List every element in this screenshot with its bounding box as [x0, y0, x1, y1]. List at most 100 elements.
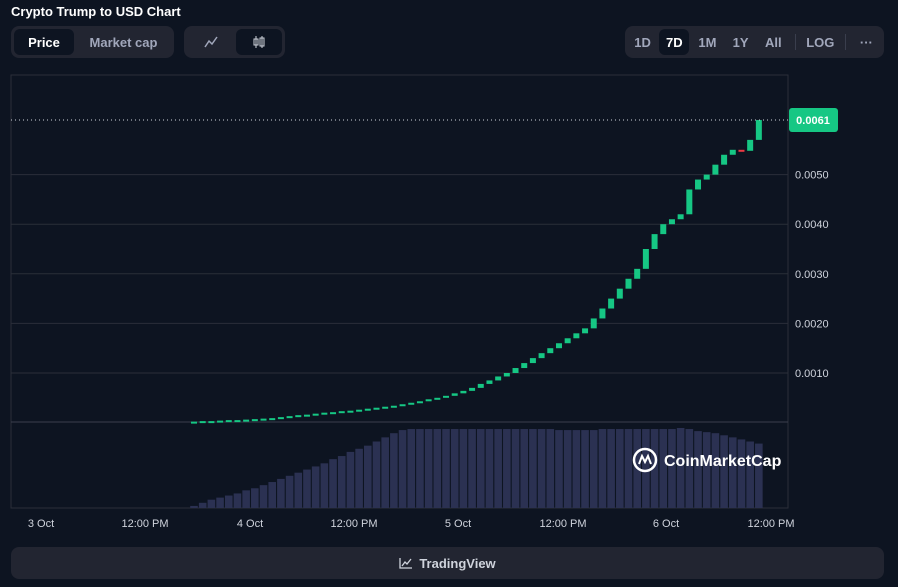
candle — [434, 397, 441, 400]
volume-bar — [303, 469, 311, 508]
volume-bar — [468, 429, 476, 508]
candle — [625, 278, 632, 289]
volume-bar — [676, 428, 685, 508]
candle — [330, 412, 337, 415]
volume-bar — [563, 430, 572, 508]
chart-icon — [399, 558, 413, 569]
range-all[interactable]: All — [764, 34, 782, 50]
volume-bar — [728, 437, 737, 508]
volume-bar — [216, 497, 224, 508]
candle — [755, 120, 762, 140]
candle — [321, 412, 328, 415]
volume-bar — [242, 490, 250, 508]
candle — [668, 219, 675, 225]
candle — [356, 409, 363, 412]
range-7d[interactable]: 7D — [659, 29, 690, 55]
volume-bar — [737, 439, 746, 508]
volume-bar — [329, 459, 337, 508]
candle — [260, 418, 267, 421]
candle — [738, 149, 745, 152]
volume-bar — [224, 495, 233, 508]
candle — [747, 139, 754, 151]
candle — [425, 399, 432, 402]
volume-bar — [685, 429, 694, 508]
y-tick-label: 0.0030 — [795, 269, 829, 281]
volume-bar — [572, 430, 581, 508]
candle — [608, 298, 615, 309]
volume-bar — [624, 429, 633, 508]
volume-bar — [520, 429, 529, 508]
volume-bar — [616, 429, 624, 508]
tradingview-label: TradingView — [419, 555, 496, 571]
candle — [729, 149, 736, 155]
metric-toggle: Price Market cap — [11, 26, 174, 58]
volume-bar — [607, 429, 615, 508]
candle — [660, 224, 667, 235]
divider — [844, 34, 846, 50]
candle — [547, 348, 554, 354]
y-tick-label: 0.0020 — [795, 318, 829, 330]
volume-bar — [755, 443, 763, 508]
line-chart-button[interactable] — [187, 29, 234, 55]
x-tick-label: 12:00 PM — [121, 518, 168, 530]
volume-bar — [694, 431, 702, 508]
volume-bar — [320, 463, 329, 508]
price-chart[interactable]: 0.0050 0.0040 0.0030 0.0020 0.0010 3 Oct 12:00… — [0, 70, 898, 540]
volume-bar — [668, 429, 676, 508]
candle — [651, 234, 658, 249]
candle — [642, 249, 649, 269]
volume-bar — [511, 429, 520, 508]
volume-bar — [251, 488, 259, 508]
x-tick-label: 12:00 PM — [330, 518, 377, 530]
divider — [794, 34, 796, 50]
candle — [338, 411, 345, 414]
candle — [703, 174, 710, 180]
more-button[interactable]: ··· — [859, 34, 873, 50]
current-price-badge — [789, 108, 838, 133]
candle — [364, 408, 371, 411]
candle — [286, 416, 293, 419]
volume-bar — [598, 429, 607, 508]
range-1m[interactable]: 1M — [698, 34, 717, 50]
candle — [477, 383, 484, 388]
volume-bar — [233, 493, 242, 508]
x-tick-label: 12:00 PM — [539, 518, 586, 530]
x-tick-label: 5 Oct — [445, 518, 471, 530]
log-button[interactable]: LOG — [806, 34, 835, 50]
volume-bar — [268, 482, 277, 508]
x-tick-label: 4 Oct — [237, 518, 263, 530]
volume-bar — [433, 429, 442, 508]
volume-bar — [390, 433, 398, 508]
x-tick-label: 6 Oct — [653, 518, 679, 530]
candle — [217, 420, 224, 423]
volume-bar — [285, 475, 294, 508]
candlestick-button[interactable] — [236, 29, 282, 55]
candle — [208, 421, 215, 424]
candle — [486, 380, 493, 384]
volume-bar — [424, 429, 433, 508]
volume-bar — [529, 429, 537, 508]
candle — [590, 318, 597, 329]
candle — [191, 421, 197, 424]
range-1y[interactable]: 1Y — [732, 34, 749, 50]
tradingview-button[interactable]: TradingView — [11, 547, 884, 579]
candle — [582, 328, 589, 334]
volume-bar — [650, 429, 659, 508]
candle — [199, 421, 206, 424]
candle — [416, 401, 423, 404]
candle — [451, 393, 458, 396]
candle — [521, 363, 528, 369]
chart-type-toggle — [184, 26, 285, 58]
volume-bar — [337, 456, 346, 508]
tab-market-cap[interactable]: Market cap — [89, 34, 158, 50]
x-tick-label: 3 Oct — [28, 518, 54, 530]
range-1d[interactable]: 1D — [634, 34, 651, 50]
candle — [408, 402, 415, 405]
range-toggle: 1D 7D 1M 1Y All LOG ··· — [625, 26, 884, 58]
tab-price[interactable]: Price — [14, 29, 74, 55]
candle — [564, 338, 571, 344]
volume-bar — [494, 429, 502, 508]
volume-bar — [711, 433, 720, 508]
volume-bar — [277, 478, 285, 508]
volume-bar — [746, 441, 754, 508]
